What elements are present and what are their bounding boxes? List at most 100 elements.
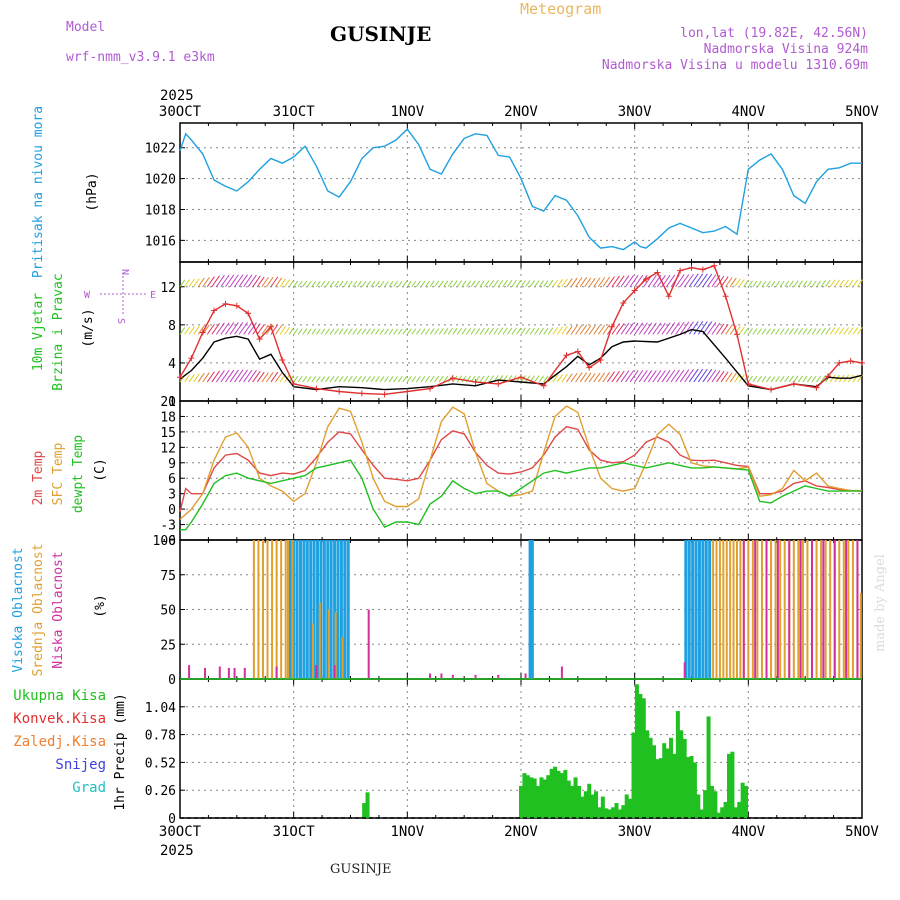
wind-barb bbox=[179, 327, 186, 335]
wind-barb bbox=[416, 376, 421, 383]
cloud-bar bbox=[810, 540, 813, 679]
wind-barb bbox=[802, 280, 808, 288]
x-tick-label-top: 5NOV bbox=[845, 104, 879, 120]
wind-barb bbox=[675, 321, 685, 335]
precip-bar bbox=[594, 791, 599, 818]
wind-barb bbox=[847, 327, 854, 335]
wind-barb bbox=[393, 376, 398, 383]
gust-marker bbox=[336, 388, 343, 395]
wind-barb bbox=[388, 376, 394, 383]
footer-location: GUSINJE bbox=[330, 862, 392, 877]
cloud-bar bbox=[683, 662, 686, 679]
cloud-bar bbox=[305, 540, 309, 679]
precip-bar bbox=[611, 807, 616, 818]
wind-barb bbox=[215, 322, 225, 335]
wind-barb bbox=[243, 322, 253, 335]
wind-barb bbox=[543, 327, 549, 335]
x-year-top: 2025 bbox=[160, 88, 194, 104]
y-tick-label: 12 bbox=[160, 281, 176, 296]
wind-barb bbox=[625, 275, 635, 288]
cloud-bar bbox=[691, 540, 695, 679]
x-tick-label-top: 31OCT bbox=[273, 104, 316, 120]
wind-barb bbox=[747, 375, 753, 383]
x-tick-label-bottom: 5NOV bbox=[845, 824, 879, 840]
wind-barb bbox=[379, 376, 385, 383]
wind-barb bbox=[629, 370, 639, 383]
precip-bar bbox=[580, 796, 585, 818]
wind-barb bbox=[261, 277, 269, 288]
wind-barb bbox=[575, 372, 583, 383]
wind-barb bbox=[693, 273, 704, 288]
wind-barb bbox=[511, 279, 517, 288]
precip-bar bbox=[553, 766, 558, 818]
cloud-bar bbox=[528, 540, 532, 679]
cloud-bar bbox=[311, 623, 314, 679]
wind-barb bbox=[820, 280, 826, 288]
x-tick-label-bottom: 3NOV bbox=[618, 824, 652, 840]
cloud-bar bbox=[697, 540, 701, 679]
wind-barb bbox=[234, 369, 244, 383]
y-tick-label: -3 bbox=[160, 519, 176, 534]
cloud-bar bbox=[257, 540, 260, 679]
precip-bar bbox=[566, 780, 571, 818]
wind-barb bbox=[693, 368, 704, 383]
cloud-bar bbox=[792, 540, 795, 679]
precip-bar bbox=[737, 801, 742, 818]
series-line-2m-temp bbox=[179, 425, 863, 512]
wind-barb bbox=[352, 328, 358, 335]
wind-barb bbox=[634, 274, 644, 288]
wind-barb bbox=[370, 280, 376, 288]
wind-barb bbox=[270, 371, 279, 383]
wind-barb bbox=[329, 328, 335, 335]
wind-barb bbox=[697, 273, 708, 288]
wind-barb bbox=[293, 280, 299, 288]
wind-barb bbox=[320, 376, 326, 383]
wind-barb bbox=[343, 375, 349, 383]
series-line-udar bbox=[179, 264, 863, 396]
cloud-bar bbox=[560, 666, 563, 679]
wind-barb bbox=[434, 375, 440, 383]
cloud-bar bbox=[204, 667, 207, 679]
y-tick-label: 25 bbox=[160, 638, 176, 653]
y-tick-label: 0 bbox=[168, 812, 176, 827]
wind-barb bbox=[420, 375, 426, 383]
precip-bar bbox=[529, 777, 534, 818]
precip-bar bbox=[617, 809, 622, 818]
wind-barb bbox=[425, 328, 430, 335]
gust-marker bbox=[608, 323, 615, 330]
precip-bar bbox=[655, 759, 660, 818]
wind-barb bbox=[666, 274, 676, 288]
wind-barb bbox=[211, 323, 220, 335]
cloud-bar bbox=[838, 540, 841, 679]
wind-barb bbox=[302, 328, 308, 335]
precip-bar bbox=[686, 757, 691, 818]
ylabel-cloud-mid: Srednja Oblacnost bbox=[31, 543, 46, 676]
wind-barb bbox=[752, 375, 758, 383]
gust-marker bbox=[768, 386, 775, 393]
gust-marker bbox=[790, 380, 797, 387]
wind-barb bbox=[647, 370, 657, 383]
cloud-bar bbox=[227, 667, 230, 679]
wind-barb bbox=[688, 368, 699, 383]
wind-barb bbox=[238, 369, 248, 383]
precip-bar bbox=[576, 785, 581, 818]
wind-barb bbox=[288, 279, 295, 288]
wind-barb bbox=[184, 279, 190, 288]
wind-barb bbox=[516, 375, 522, 383]
wind-barb bbox=[475, 328, 481, 335]
wind-barb bbox=[820, 375, 826, 383]
wind-barb bbox=[466, 280, 472, 288]
y-tick-label: 1020 bbox=[145, 173, 176, 188]
wind-barb bbox=[375, 376, 380, 383]
wind-barb bbox=[311, 376, 317, 383]
wind-barb bbox=[534, 375, 540, 383]
y-tick-label: 50 bbox=[160, 604, 176, 619]
wind-barb bbox=[411, 376, 417, 383]
wind-barb bbox=[284, 279, 291, 288]
y-tick-label: 1.04 bbox=[145, 701, 176, 716]
wind-barb bbox=[593, 277, 601, 288]
compass-n: N bbox=[119, 269, 130, 275]
precip-bar bbox=[570, 785, 575, 818]
precip-bar bbox=[587, 783, 592, 818]
wind-barb bbox=[770, 376, 776, 383]
